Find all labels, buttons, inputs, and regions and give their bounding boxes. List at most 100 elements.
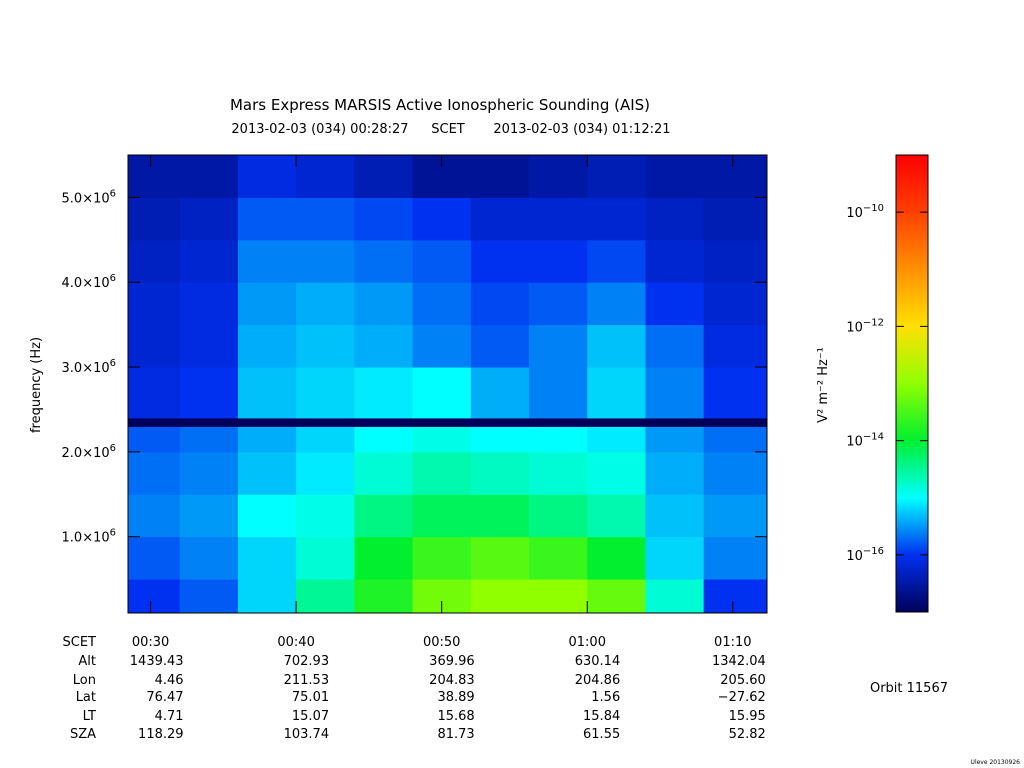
ephemeris-value: 1342.04 bbox=[712, 654, 766, 669]
spectrogram-cell bbox=[587, 417, 646, 427]
ephemeris-value: 15.95 bbox=[729, 709, 766, 724]
colorbar bbox=[895, 154, 929, 613]
spectrogram-cell bbox=[529, 155, 588, 198]
ephemeris-label: SZA bbox=[70, 727, 96, 742]
end-time: 2013-02-03 (034) 01:12:21 bbox=[493, 122, 670, 137]
spectrogram-cell bbox=[529, 282, 588, 326]
ephemeris-value: 369.96 bbox=[429, 654, 475, 669]
x-tick-label: 00:30 bbox=[132, 635, 169, 650]
spectrogram-cell bbox=[296, 451, 355, 495]
spectrogram-cell bbox=[412, 324, 472, 368]
spectrogram-cell bbox=[237, 417, 297, 427]
spectrogram-cell bbox=[412, 197, 472, 241]
spectrogram-cell bbox=[237, 324, 297, 368]
spectrogram-cell bbox=[296, 324, 355, 368]
spectrogram-cell bbox=[296, 426, 355, 453]
spectrogram-cell bbox=[354, 451, 414, 495]
spectrogram-cell bbox=[587, 451, 646, 495]
ephemeris-value: 702.93 bbox=[284, 654, 330, 669]
ephemeris-value: −27.62 bbox=[718, 690, 766, 705]
x-tick-label: 01:00 bbox=[569, 635, 606, 650]
ephemeris-value: 1439.43 bbox=[130, 654, 184, 669]
spectrogram-cell bbox=[587, 536, 646, 580]
spectrogram-cell bbox=[296, 536, 355, 580]
spectrogram-cell bbox=[296, 417, 355, 427]
spectrogram-cell bbox=[179, 426, 239, 453]
spectrogram-cell bbox=[470, 417, 530, 427]
spectrogram-cell bbox=[296, 367, 355, 419]
spectrogram-cell bbox=[470, 155, 530, 198]
spectrogram-cell bbox=[128, 197, 181, 241]
ephemeris-value: 204.86 bbox=[575, 673, 621, 688]
spectrogram-cell bbox=[296, 197, 355, 241]
spectrogram-cell bbox=[529, 536, 588, 580]
spectrogram-cell bbox=[237, 197, 297, 241]
spectrogram-cell bbox=[354, 579, 414, 614]
spectrogram-cell bbox=[645, 197, 705, 241]
spectrogram-cell bbox=[128, 417, 181, 427]
colorbar-tick-label: 10−16 bbox=[846, 546, 884, 564]
credit: Uleve 20130926 bbox=[971, 759, 1021, 766]
spectrogram-cell bbox=[412, 451, 472, 495]
spectrogram-cell bbox=[587, 494, 646, 538]
spectrogram-cell bbox=[645, 367, 705, 419]
spectrogram-cell bbox=[587, 367, 646, 419]
spectrogram-cell bbox=[296, 579, 355, 614]
ephemeris-value: 52.82 bbox=[729, 727, 766, 742]
ephemeris-label: Lon bbox=[73, 673, 96, 688]
spectrogram-cell bbox=[179, 367, 239, 419]
spectrogram-cell bbox=[645, 324, 705, 368]
spectrogram-cell bbox=[529, 426, 588, 453]
ephemeris-value: 15.68 bbox=[437, 709, 474, 724]
spectrogram-cell bbox=[179, 239, 239, 283]
spectrogram-cell bbox=[179, 536, 239, 580]
spectrogram-cell bbox=[703, 579, 768, 614]
ephemeris-value: 1.56 bbox=[591, 690, 620, 705]
spectrogram-cell bbox=[645, 579, 705, 614]
ephemeris-label: Lat bbox=[76, 690, 96, 705]
spectrogram-cell bbox=[354, 367, 414, 419]
spectrogram-cell bbox=[237, 579, 297, 614]
spectrogram-cell bbox=[703, 536, 768, 580]
spectrogram-cell bbox=[703, 426, 768, 453]
ephemeris-value: 205.60 bbox=[720, 673, 766, 688]
spectrogram-cell bbox=[587, 155, 646, 198]
spectrogram-cell bbox=[296, 282, 355, 326]
spectrogram-cell bbox=[703, 155, 768, 198]
spectrogram-cell bbox=[470, 197, 530, 241]
colorbar-tick-label: 10−12 bbox=[846, 317, 884, 335]
spectrogram-cell bbox=[412, 426, 472, 453]
spectrogram-cell bbox=[470, 536, 530, 580]
spectrogram-cell bbox=[354, 282, 414, 326]
spectrogram-cell bbox=[412, 417, 472, 427]
spectrogram-cell bbox=[354, 494, 414, 538]
spectrogram-cell bbox=[470, 239, 530, 283]
spectrogram-cell bbox=[470, 494, 530, 538]
spectrogram-cell bbox=[237, 282, 297, 326]
spectrogram-cell bbox=[412, 494, 472, 538]
y-tick-label: 4.0×106 bbox=[62, 273, 116, 291]
spectrogram-cell bbox=[470, 324, 530, 368]
colorbar-tick-label: 10−10 bbox=[846, 203, 884, 221]
spectrogram-cell bbox=[529, 239, 588, 283]
spectrogram-cell bbox=[412, 536, 472, 580]
spectrogram-cell bbox=[128, 282, 181, 326]
colorbar-label: V² m⁻² Hz⁻¹ bbox=[816, 347, 831, 423]
spectrogram-cell bbox=[412, 367, 472, 419]
spectrogram-cell bbox=[237, 239, 297, 283]
start-time: 2013-02-03 (034) 00:28:27 bbox=[231, 122, 408, 137]
spectrogram-cell bbox=[179, 417, 239, 427]
ephemeris-value: 15.84 bbox=[583, 709, 620, 724]
ephemeris-value: 76.47 bbox=[146, 690, 183, 705]
y-tick-label: 2.0×106 bbox=[62, 443, 116, 461]
ephemeris-value: 103.74 bbox=[284, 727, 330, 742]
plot-frame bbox=[127, 154, 768, 614]
spectrogram-cell bbox=[128, 155, 181, 198]
spectrogram-cell bbox=[587, 324, 646, 368]
spectrogram-cell bbox=[645, 155, 705, 198]
spectrogram-cell bbox=[354, 417, 414, 427]
spectrogram-cell bbox=[529, 451, 588, 495]
chart-title: Mars Express MARSIS Active Ionospheric S… bbox=[230, 96, 650, 114]
ephemeris-value: 211.53 bbox=[284, 673, 330, 688]
